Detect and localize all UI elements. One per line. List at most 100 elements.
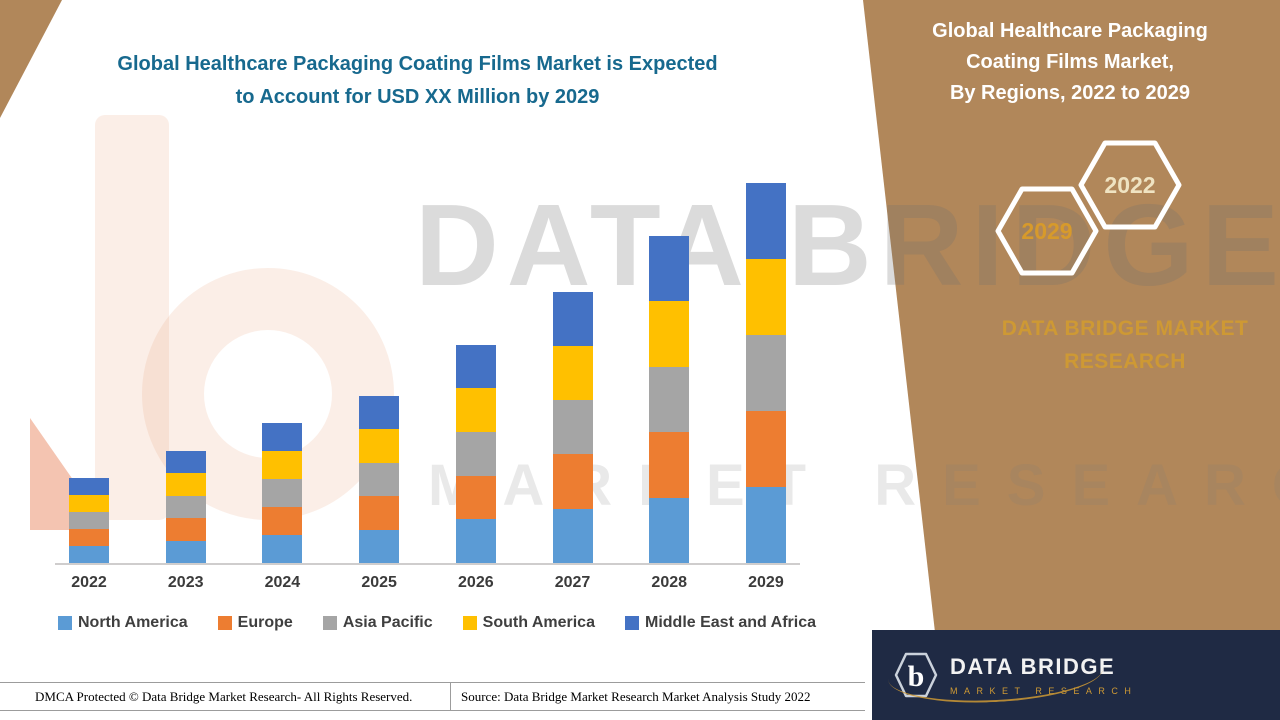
- panel-title: Global Healthcare Packaging Coating Film…: [880, 16, 1260, 109]
- legend-item: Middle East and Africa: [625, 614, 816, 632]
- bar-segment: [649, 497, 690, 563]
- bar-segment: [455, 431, 496, 476]
- bar-segment: [552, 454, 593, 509]
- bar-segment: [745, 335, 786, 411]
- chart-legend: North America Europe Asia Pacific South Ame…: [58, 614, 816, 632]
- hexagon-2022-label: 2022: [1104, 171, 1156, 198]
- brand-wordmark: DATA BRIDGE MARKET RESEARCH: [965, 312, 1280, 378]
- logo-text-block: DATA BRIDGE MARKET RESEARCH: [950, 654, 1137, 696]
- bar-column-2022: [69, 477, 109, 563]
- logo-tagline: MARKET RESEARCH: [950, 686, 1138, 696]
- legend-swatch: [625, 616, 639, 630]
- svg-text:b: b: [908, 660, 925, 693]
- corner-triangle-decoration: [0, 0, 62, 118]
- bar-segment: [165, 518, 206, 541]
- bar-segment: [745, 411, 786, 487]
- bar-segment: [359, 396, 400, 430]
- bar-column-2024: [262, 422, 303, 563]
- hexagon-2029: 2029: [995, 186, 1099, 276]
- legend-label: Europe: [237, 614, 293, 631]
- x-tick-label: 2029: [748, 574, 784, 591]
- bar-segment: [455, 388, 496, 432]
- bar-segment: [649, 366, 690, 433]
- bar-segment: [69, 545, 109, 563]
- brand-line1: DATA BRIDGE MARKET: [1001, 317, 1249, 340]
- hexagon-2022: 2022: [1078, 140, 1182, 230]
- legend-item: South America: [462, 614, 595, 632]
- footer-strip: DMCA Protected © Data Bridge Market Rese…: [0, 682, 865, 711]
- panel-title-line3: By Regions, 2022 to 2029: [949, 82, 1191, 104]
- bar-segment: [649, 301, 690, 367]
- bar-segment: [69, 528, 109, 546]
- x-tick-label: 2024: [264, 574, 301, 591]
- brand-line2: RESEARCH: [1064, 350, 1186, 373]
- bar-segment: [552, 508, 593, 563]
- chart-title-line1: Global Healthcare Packaging Coating Film…: [117, 53, 718, 75]
- bar-column-2025: [359, 396, 400, 563]
- bar-segment: [745, 487, 786, 563]
- bar-segment: [262, 478, 303, 507]
- right-brown-panel: [863, 0, 1280, 720]
- x-tick-label: 2027: [554, 574, 591, 591]
- hexagon-2029-label: 2029: [1021, 217, 1073, 244]
- logo-name: DATA BRIDGE: [950, 654, 1116, 679]
- bar-segment: [455, 344, 496, 389]
- bar-segment: [69, 511, 109, 529]
- bar-segment: [165, 451, 206, 474]
- x-tick-label: 2023: [167, 574, 204, 591]
- bar-segment: [649, 432, 690, 498]
- watermark-text-data-bridge: DATA BRIDGE: [415, 180, 1280, 310]
- legend-label: Asia Pacific: [342, 614, 433, 631]
- bar-segment: [745, 183, 786, 259]
- bar-segment: [262, 506, 303, 535]
- x-axis-labels: 2022 2023 2024 2025 2026 2027 2028 2029: [55, 574, 800, 592]
- dmca-notice: DMCA Protected © Data Bridge Market Rese…: [35, 688, 413, 704]
- legend-item: Asia Pacific: [322, 614, 433, 632]
- legend-swatch: [462, 616, 477, 630]
- bar-segment: [165, 495, 206, 519]
- bar-segment: [552, 345, 593, 401]
- legend-item: Europe: [217, 614, 293, 632]
- bar-plot-area: [55, 183, 800, 565]
- bar-segment: [165, 540, 206, 563]
- x-tick-label: 2026: [458, 574, 494, 591]
- hexagon-outline-icon: [1078, 140, 1182, 230]
- legend-swatch: [322, 616, 337, 630]
- chart-title: Global Healthcare Packaging Coating Film…: [55, 48, 780, 114]
- data-bridge-logo-icon: b: [894, 652, 938, 698]
- bar-segment: [69, 494, 109, 512]
- bar-segment: [552, 291, 593, 346]
- hexagon-outline-icon: [995, 186, 1099, 276]
- bar-segment: [359, 496, 400, 530]
- footer-divider: [450, 683, 451, 710]
- bar-column-2026: [455, 344, 496, 563]
- legend-swatch: [58, 616, 72, 630]
- bar-segment: [359, 429, 400, 463]
- stacked-bar-chart: 2022 2023 2024 2025 2026 2027 2028 2029: [55, 183, 800, 592]
- bar-column-2028: [649, 236, 690, 563]
- bar-segment: [262, 450, 303, 479]
- bar-segment: [455, 475, 496, 520]
- bar-column-2027: [552, 291, 593, 563]
- bar-segment: [359, 529, 400, 563]
- panel-title-line1: Global Healthcare Packaging: [932, 20, 1208, 42]
- bar-segment: [262, 534, 303, 563]
- legend-label: South America: [482, 614, 595, 631]
- bar-column-2029: [745, 183, 786, 563]
- legend-label: Middle East and Africa: [645, 614, 816, 631]
- legend-item: North America: [58, 614, 188, 632]
- x-tick-label: 2025: [361, 574, 397, 591]
- bar-segment: [552, 400, 593, 455]
- bar-segment: [69, 477, 109, 495]
- legend-label: North America: [78, 614, 188, 631]
- x-tick-label: 2028: [651, 574, 688, 591]
- chart-title-line2: to Account for USD XX Million by 2029: [235, 86, 600, 108]
- bar-segment: [262, 422, 303, 451]
- panel-title-line2: Coating Films Market,: [966, 51, 1174, 73]
- bar-column-2023: [165, 451, 206, 563]
- legend-swatch: [217, 616, 232, 630]
- bar-segment: [649, 236, 690, 302]
- source-note: Source: Data Bridge Market Research Mark…: [461, 688, 811, 704]
- logo-box: b DATA BRIDGE MARKET RESEARCH: [872, 630, 1280, 720]
- bar-segment: [359, 462, 400, 497]
